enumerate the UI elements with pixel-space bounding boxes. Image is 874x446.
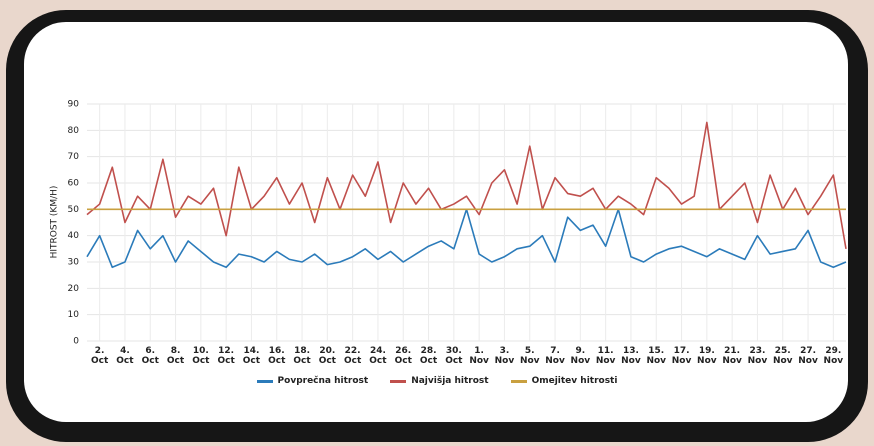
x-tick-label: 29. Nov	[823, 346, 844, 366]
x-tick-label: 2. Oct	[90, 346, 109, 366]
y-tick-label: 50	[68, 205, 80, 215]
legend-label: Najvišja hitrost	[411, 376, 489, 386]
x-tick-label: 25. Nov	[772, 346, 793, 366]
x-tick-label: 13. Nov	[621, 346, 641, 366]
x-tick-label: 18. Oct	[293, 346, 311, 366]
legend: Povprečna hitrost Najvišja hitrost Omejite…	[0, 376, 874, 386]
legend-item: Omejitev hitrosti	[510, 376, 618, 386]
x-tick-label: 6. Oct	[141, 346, 159, 366]
x-tick-label: 19. Nov	[697, 346, 717, 366]
y-tick-label: 60	[68, 179, 80, 189]
x-tick-label: 5. Nov	[519, 346, 540, 366]
x-tick-label: 22. Oct	[343, 346, 362, 366]
x-tick-label: 27. Nov	[798, 346, 818, 366]
legend-swatch	[256, 379, 273, 383]
y-tick-label: 0	[73, 337, 79, 347]
y-tick-label: 90	[68, 100, 80, 110]
x-tick-label: 28. Oct	[419, 346, 438, 366]
y-tick-label: 30	[68, 258, 80, 268]
x-tick-label: 11. Nov	[595, 346, 616, 366]
x-tick-label: 20. Oct	[318, 346, 336, 366]
x-tick-label: 16. Oct	[268, 346, 286, 366]
y-tick-label: 20	[68, 284, 80, 294]
y-tick-label: 40	[68, 231, 80, 241]
x-tick-label: 9. Nov	[570, 346, 591, 366]
x-tick-label: 26. Oct	[394, 346, 412, 366]
x-tick-label: 4. Oct	[116, 346, 134, 366]
x-tick-label: 21. Nov	[722, 346, 742, 366]
legend-label: Omejitev hitrosti	[531, 376, 618, 386]
phone-screen	[24, 22, 848, 422]
x-tick-label: 14. Oct	[242, 346, 261, 366]
legend-label: Povprečna hitrost	[277, 376, 369, 386]
x-tick-label: 23. Nov	[747, 346, 768, 366]
x-tick-label: 12. Oct	[217, 346, 235, 366]
x-tick-label: 1. Nov	[469, 346, 489, 366]
x-tick-label: 15. Nov	[646, 346, 667, 366]
x-tick-label: 3. Nov	[494, 346, 515, 366]
x-tick-label: 24. Oct	[369, 346, 387, 366]
x-tick-label: 10. Oct	[192, 346, 210, 366]
legend-swatch	[390, 379, 407, 383]
legend-item: Povprečna hitrost	[256, 376, 369, 386]
x-tick-label: 17. Nov	[671, 346, 692, 366]
y-axis-label: HITROST (KM/H)	[50, 186, 60, 259]
x-tick-label: 30. Oct	[445, 346, 463, 366]
legend-item: Najvišja hitrost	[390, 376, 489, 386]
y-tick-label: 70	[68, 152, 80, 162]
legend-swatch	[510, 379, 527, 383]
x-tick-label: 7. Nov	[545, 346, 565, 366]
x-tick-label: 8. Oct	[166, 346, 185, 366]
y-tick-label: 80	[68, 126, 80, 136]
y-tick-label: 10	[68, 310, 80, 320]
